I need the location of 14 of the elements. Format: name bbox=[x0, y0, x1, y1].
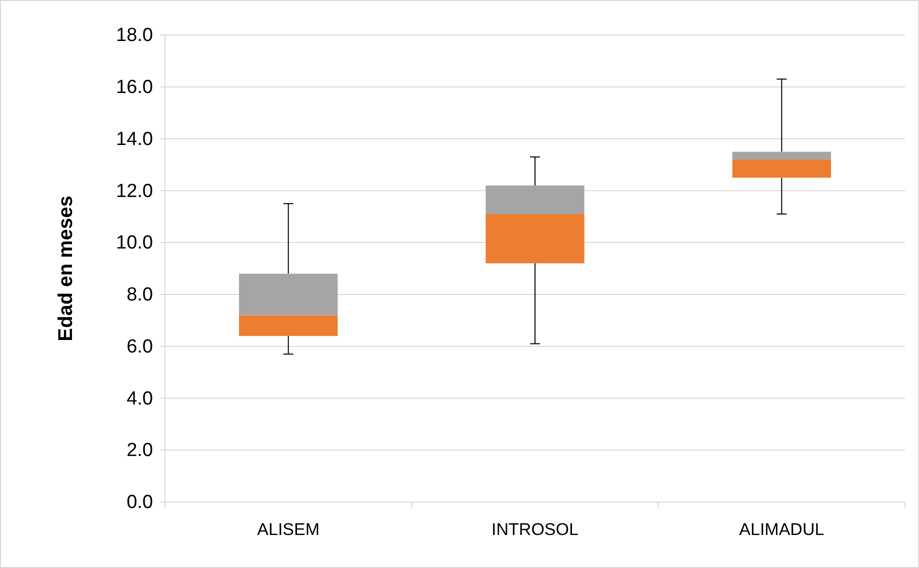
x-tick-label: ALISEM bbox=[257, 520, 320, 539]
x-tick-label: INTROSOL bbox=[492, 520, 578, 539]
y-tick-label: 2.0 bbox=[126, 440, 153, 462]
x-tick-label: ALIMADUL bbox=[739, 520, 824, 539]
y-tick-label: 0.0 bbox=[126, 492, 153, 514]
y-tick-label: 6.0 bbox=[126, 336, 153, 358]
y-tick-label: 4.0 bbox=[126, 388, 153, 410]
y-tick-label: 10.0 bbox=[116, 232, 153, 254]
y-tick-label: 16.0 bbox=[116, 76, 153, 98]
y-tick-label: 12.0 bbox=[116, 180, 153, 202]
y-tick-label: 14.0 bbox=[116, 128, 153, 150]
y-tick-label: 8.0 bbox=[126, 284, 153, 306]
y-tick-label: 18.0 bbox=[116, 25, 153, 46]
y-axis-title: Edad en meses bbox=[55, 196, 77, 342]
